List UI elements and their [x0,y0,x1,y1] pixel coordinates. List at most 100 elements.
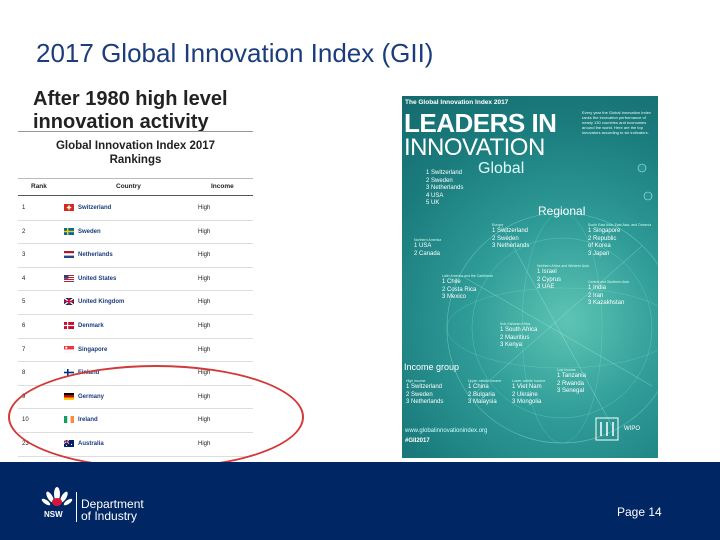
department-line-2: of Industry [81,509,138,523]
list-item: 2 Ukraine [512,391,538,398]
globe-graphic [446,163,658,444]
slide-title: 2017 Global Innovation Index (GII) [36,38,434,68]
asia-label: South East Asia, East Asia, and Oceania [588,223,652,227]
rank-cell: 3 [22,252,26,259]
list-item: 2 Republic [588,235,617,242]
waratah-logo-icon [41,487,73,506]
country-cell: Switzerland [78,205,112,211]
cover-innovation-text: INNOVATION [404,134,545,161]
list-item: 2 Cyprus [537,276,562,283]
list-item: 4 USA [426,192,444,199]
footer-divider [76,492,77,522]
table-row: 2 Sweden High [18,221,253,245]
subtitle-divider [18,131,253,132]
header-rank: Rank [31,183,47,190]
table-row: 5 United Kingdom High [18,291,253,315]
list-item: 1 Israel [537,269,557,275]
income-upper-middle-label: Upper-middle income [468,379,502,383]
footer-bar: NSW Department of Industry Page 14 [0,462,720,540]
list-item: of Korea [588,243,611,249]
nsw-text: NSW [44,510,63,519]
country-cell: Netherlands [78,252,113,259]
singapore-flag-icon [63,345,75,353]
latin-america-label: Latin America and the Caribbean [442,274,493,278]
netherlands-flag-icon [64,251,74,259]
list-item: 2 Canada [414,250,441,257]
western-asia-label: Northern Africa and Western Asia [537,264,589,268]
list-item: 1 Viet Nam [512,384,542,390]
cover-leaders-text: LEADERS IN [404,108,557,138]
income-cell: High [198,205,211,211]
list-item: 2 Sweden [406,391,433,398]
rankings-heading-line-1: Global Innovation Index 2017 [55,140,216,152]
list-item: 3 Senegal [557,388,585,394]
rank-cell: 23 [22,440,29,447]
north-america-label: Northern America [414,238,442,242]
list-item: 2 Costa Rica [442,286,477,293]
income-low-list: Low income 1 Tanzania 2 Rwanda 3 Senegal [557,368,586,396]
rankings-header-row: Rank Country Income [18,178,253,196]
cover-global-label: Global [478,160,525,177]
department-name: Department of Industry [81,498,144,522]
list-item: 3 Netherlands [492,243,530,249]
list-item: 2 Sweden [426,177,453,184]
cover-small-title: The Global Innovation Index 2017 [405,99,509,106]
europe-label: Europe [492,223,504,227]
table-row: 3 Netherlands High [18,244,253,268]
header-country: Country [116,183,141,190]
table-row: 4 United States High [18,268,253,292]
list-item: 3 Netherlands [426,185,464,191]
list-item: 3 Kenya [500,342,523,348]
list-item: 3 Japan [588,250,610,257]
country-cell: United Kingdom [78,299,125,306]
rank-cell: 5 [22,299,26,306]
subtitle-line-1: After 1980 high level [33,88,228,110]
page-number: Page 14 [617,505,662,519]
cover-regional-label: Regional [538,204,586,218]
header-income: Income [211,183,234,190]
highlight-oval [8,365,304,469]
cover-wipo: WIPO [624,426,640,432]
income-lower-middle-list: Lower-middle income 1 Viet Nam 2 Ukraine 3… [512,379,545,407]
gii-cover-image: The Global Innovation Index 2017 LEADERS… [402,96,658,458]
table-row: 1 Switzerland High [18,197,253,221]
income-lower-middle-label: Lower-middle income [512,379,546,383]
country-cell: United States [78,275,117,282]
list-item: 3 Malaysia [468,399,497,405]
income-cell: High [198,252,211,259]
rank-cell: 2 [22,228,26,235]
slide-subtitle: After 1980 high level innovation activit… [33,88,293,134]
sweden-flag-icon [64,227,74,235]
subtitle-line-2: innovation activity [33,111,209,133]
list-item: 1 Tanzania [557,373,586,379]
list-item: 5 UK [426,200,440,206]
asia-list: South East Asia, East Asia, and Oceania … [588,223,651,258]
list-item: 1 China [468,384,489,390]
latin-america-list: Latin America and the Caribbean 1 Chile 2… [442,274,493,302]
rank-cell: 4 [22,275,26,282]
income-low-label: Low income [557,368,576,372]
denmark-flag-icon [64,321,74,329]
list-item: 1 India [588,285,607,291]
cover-url: www.globalinnovationindex.org [405,428,488,434]
income-cell: High [198,322,211,329]
africa-label: Sub-Saharan Africa [500,322,531,326]
income-high-label: High income [406,379,426,383]
list-item: 3 UAE [537,284,555,290]
table-row: 6 Denmark High [18,315,253,339]
list-item: 1 USA [414,243,432,249]
department-line-1: Department [81,497,144,511]
list-item: 3 Netherlands [406,399,444,405]
income-cell: High [198,228,211,235]
country-cell: Singapore [78,346,108,353]
income-cell: High [198,275,211,282]
list-item: 2 Bulgaria [468,391,496,398]
central-asia-list: Central and Southern Asia 1 India 2 Iran 3… [588,280,629,308]
rankings-heading: Global Innovation Index 2017 Rankings [18,139,253,167]
rank-cell: 7 [22,346,26,353]
africa-list: Sub-Saharan Africa 1 South Africa 2 Mauri… [500,322,537,350]
country-cell: Sweden [78,228,101,235]
north-america-list: Northern America 1 USA 2 Canada [414,238,441,258]
list-item: 1 Switzerland [492,228,529,234]
list-item: 1 Chile [442,279,461,285]
